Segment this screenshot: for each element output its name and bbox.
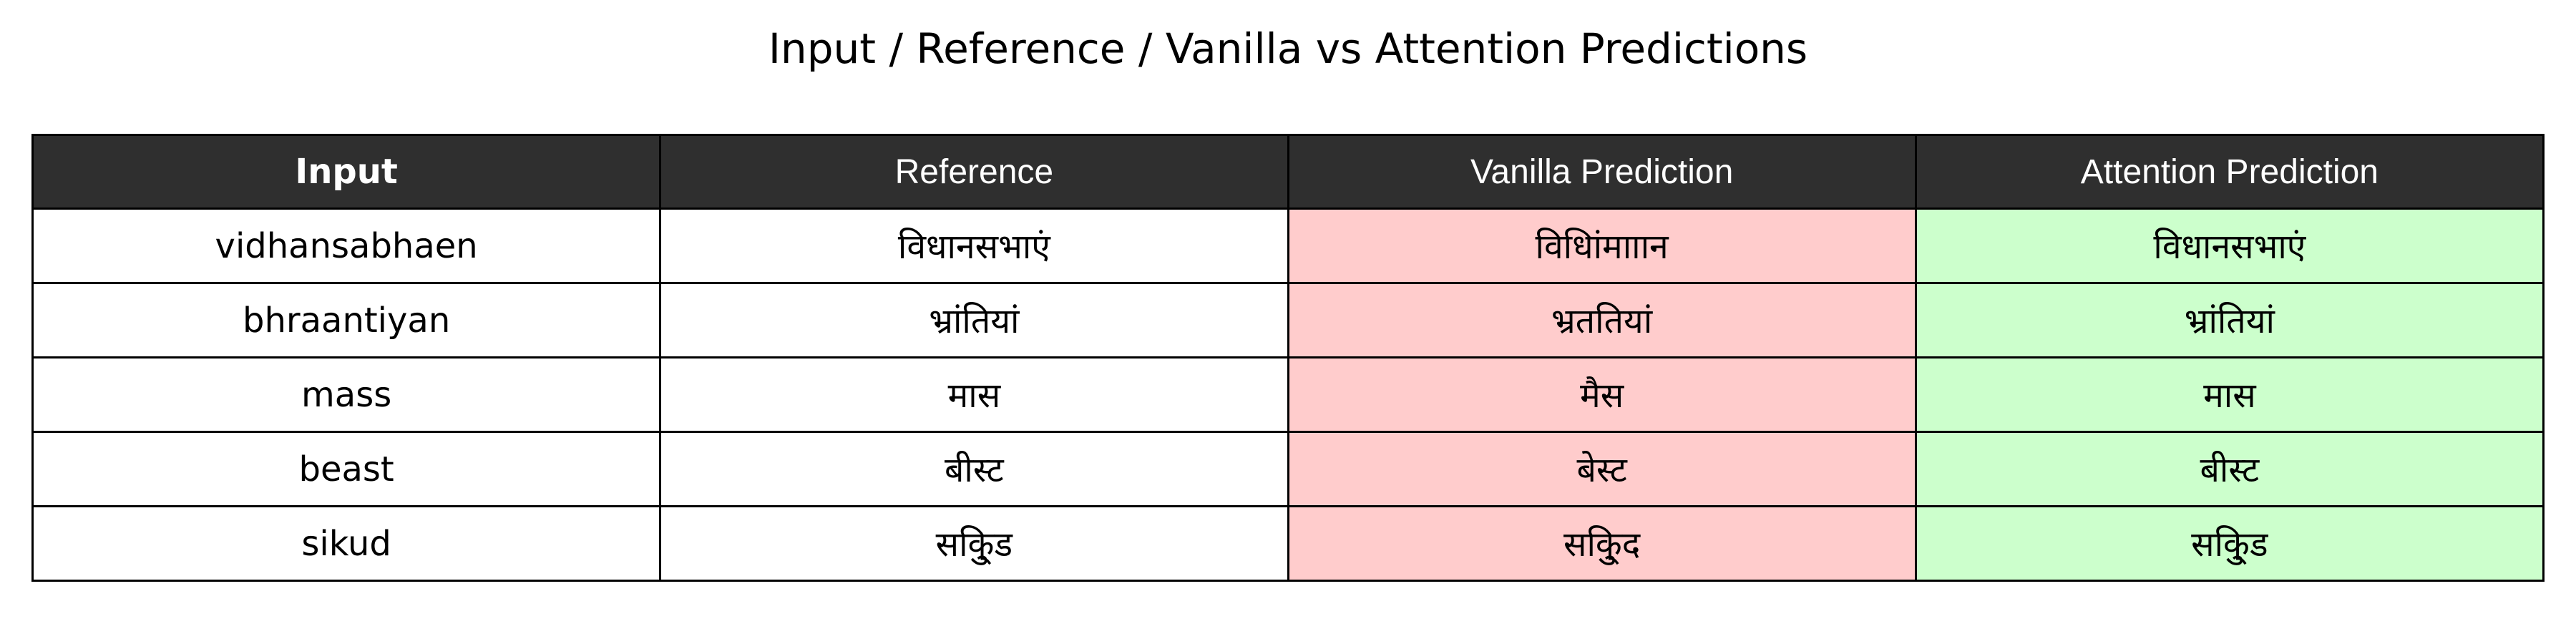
input-cell: vidhansabhaen [31, 208, 662, 284]
header-cell-vanilla-prediction: Vanilla Prediction [1287, 134, 1917, 210]
input-cell: mass [31, 356, 662, 433]
input-cell: beast [31, 431, 662, 507]
reference-cell: सकि्ुड [659, 505, 1289, 582]
table-row: vidhansabhaen विधानसभाएं विधिांमााान विध… [31, 208, 2545, 284]
table-row: sikud सकि्ुड सकि्ुद सकि्ुड [31, 505, 2545, 582]
attention-prediction-cell: सकि्ुड [1914, 505, 2545, 582]
vanilla-prediction-cell: भ्रततियां [1287, 282, 1917, 358]
header-cell-input: Input [31, 134, 662, 210]
vanilla-prediction-cell: मैस [1287, 356, 1917, 433]
table-row: mass मास मैस मास [31, 356, 2545, 433]
header-row: Input Reference Vanilla Prediction Atten… [31, 134, 2545, 210]
predictions-table: Input Reference Vanilla Prediction Atten… [31, 134, 2545, 582]
header-cell-attention-prediction: Attention Prediction [1914, 134, 2545, 210]
header-cell-reference: Reference [659, 134, 1289, 210]
table-row: beast बीस्ट बेस्ट बीस्ट [31, 431, 2545, 507]
input-cell: bhraantiyan [31, 282, 662, 358]
vanilla-prediction-cell: बेस्ट [1287, 431, 1917, 507]
attention-prediction-cell: विधानसभाएं [1914, 208, 2545, 284]
vanilla-prediction-cell: विधिांमााान [1287, 208, 1917, 284]
reference-cell: मास [659, 356, 1289, 433]
chart-title: Input / Reference / Vanilla vs Attention… [768, 24, 1808, 73]
attention-prediction-cell: मास [1914, 356, 2545, 433]
attention-prediction-cell: भ्रांतियां [1914, 282, 2545, 358]
vanilla-prediction-cell: सकि्ुद [1287, 505, 1917, 582]
reference-cell: भ्रांतियां [659, 282, 1289, 358]
table-row: bhraantiyan भ्रांतियां भ्रततियां भ्रांति… [31, 282, 2545, 358]
attention-prediction-cell: बीस्ट [1914, 431, 2545, 507]
input-cell: sikud [31, 505, 662, 582]
reference-cell: विधानसभाएं [659, 208, 1289, 284]
reference-cell: बीस्ट [659, 431, 1289, 507]
